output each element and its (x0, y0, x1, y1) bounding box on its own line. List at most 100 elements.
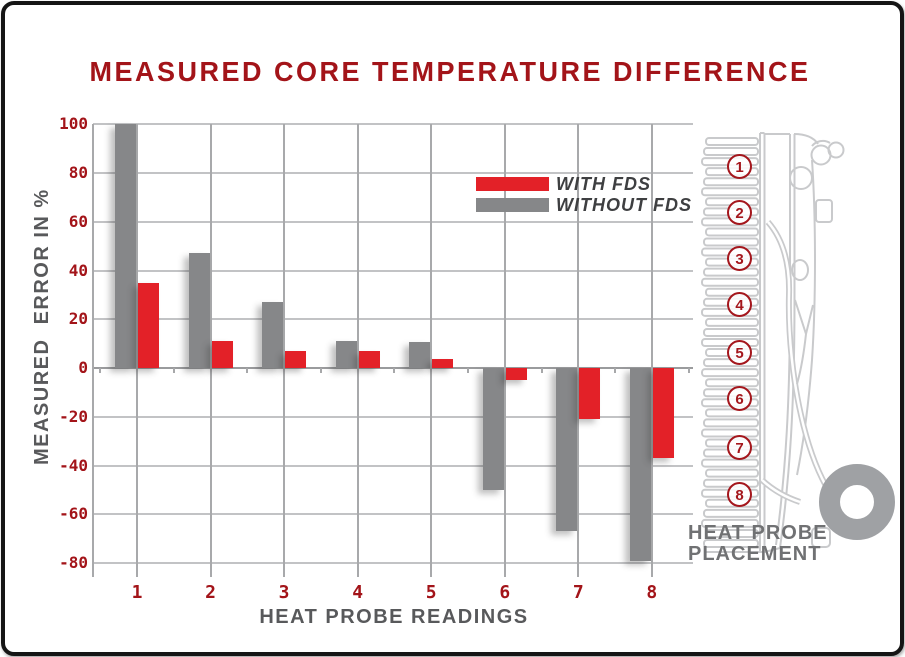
radiator-fin (701, 428, 759, 438)
h-gridline (93, 269, 693, 272)
axis-boundary-tick (393, 368, 396, 373)
radiator-fin (701, 518, 759, 528)
y-axis-line (92, 124, 94, 577)
v-gridline (356, 124, 359, 577)
radiator-core-wall (704, 132, 766, 553)
radiator-fin (705, 317, 759, 327)
radiator-fin (705, 528, 759, 538)
x-axis-title: HEAT PROBE READINGS (259, 606, 529, 628)
radiator-fin (701, 458, 759, 468)
h-gridline (93, 513, 693, 516)
bar-without-fds (482, 368, 504, 490)
hose-bend-circle (789, 166, 813, 190)
bar-with-fds (579, 368, 601, 420)
v-gridline (650, 124, 653, 577)
axis-boundary-tick (687, 368, 690, 373)
v-gridline (136, 124, 138, 577)
radiator-fin (701, 368, 759, 378)
probe-marker-1: 1 (727, 153, 752, 179)
y-tick-label: 20 (68, 309, 88, 329)
y-tick-label: -20 (59, 406, 88, 426)
legend-swatch-with-fds (476, 177, 549, 191)
x-tick-label: 3 (278, 582, 290, 603)
x-tick-label: 2 (205, 582, 216, 603)
radiator-fin (703, 267, 759, 277)
radiator-fin (705, 137, 759, 146)
h-gridline (93, 123, 693, 126)
y-tick-label: -80 (59, 553, 88, 572)
legend-label: WITH FDS (556, 174, 651, 194)
x-tick-label: 8 (646, 582, 658, 603)
h-gridline (93, 464, 693, 467)
drain-plug (811, 527, 831, 548)
bar-with-fds (652, 368, 674, 459)
probe-marker-2: 2 (727, 199, 752, 225)
radiator-tank-outline (764, 133, 796, 553)
radiator-fin (701, 277, 759, 287)
axis-boundary-tick (99, 368, 102, 373)
bar-without-fds (409, 342, 431, 368)
bar-without-fds (335, 341, 357, 368)
x-tick-label: 5 (425, 582, 437, 603)
h-gridline (93, 415, 693, 418)
legend-label: WITHOUT FDS (556, 195, 692, 215)
legend-swatch-without-fds (476, 198, 549, 212)
h-gridline (93, 318, 693, 321)
probe-marker-5: 5 (727, 339, 752, 365)
h-gridline (93, 367, 693, 369)
x-tick-label: 6 (499, 582, 511, 603)
radiator-fin (705, 378, 759, 388)
small-fitting (791, 259, 809, 281)
bar-with-fds (285, 350, 307, 368)
mount-bracket (815, 199, 833, 223)
v-gridline (503, 124, 506, 577)
y-tick-label: 100 (59, 114, 88, 134)
radiator-fin (705, 227, 759, 237)
x-tick-label: 7 (572, 582, 584, 603)
radiator-fin (701, 187, 759, 197)
bar-without-fds (115, 124, 136, 368)
x-tick-label: 4 (352, 582, 364, 603)
bar-with-fds (358, 350, 380, 368)
hose-ring (819, 464, 895, 540)
v-gridline (577, 124, 580, 577)
y-tick-label: 40 (68, 260, 88, 280)
radiator-top-hose (793, 133, 831, 147)
radiator-fin (705, 408, 759, 418)
radiator-diagram (701, 132, 895, 553)
bar-with-fds (211, 341, 233, 368)
axis-boundary-tick (172, 368, 175, 373)
bar-with-fds (138, 282, 159, 368)
v-gridline (430, 124, 433, 577)
bar-with-fds (505, 368, 527, 381)
y-tick-label: 60 (68, 211, 88, 231)
internal-hose-highlight (767, 221, 828, 487)
bar-without-fds (262, 302, 284, 368)
probe-marker-4: 4 (727, 291, 752, 317)
y-tick-label: 0 (78, 358, 88, 377)
bar-without-fds (556, 368, 578, 532)
diagram-caption-line2: PLACEMENT (688, 543, 822, 565)
radiator-fin (703, 237, 759, 247)
radiator-fin (705, 468, 759, 478)
v-gridline (283, 124, 286, 577)
radiator-fin (703, 177, 759, 187)
probe-marker-7: 7 (727, 434, 752, 460)
v-fitting (794, 299, 814, 385)
axis-boundary-tick (246, 368, 249, 373)
y-tick-label: 80 (68, 163, 88, 182)
bar-without-fds (188, 253, 210, 368)
radiator-fin (703, 508, 759, 518)
probe-marker-8: 8 (727, 481, 752, 507)
axis-boundary-tick (540, 368, 543, 373)
radiator-fin (703, 418, 759, 428)
radiator-fin (703, 327, 759, 337)
radiator-fin (703, 539, 759, 548)
bar-with-fds (432, 359, 454, 368)
chart-title: MEASURED CORE TEMPERATURE DIFFERENCE (89, 56, 811, 88)
h-gridline (93, 172, 693, 174)
